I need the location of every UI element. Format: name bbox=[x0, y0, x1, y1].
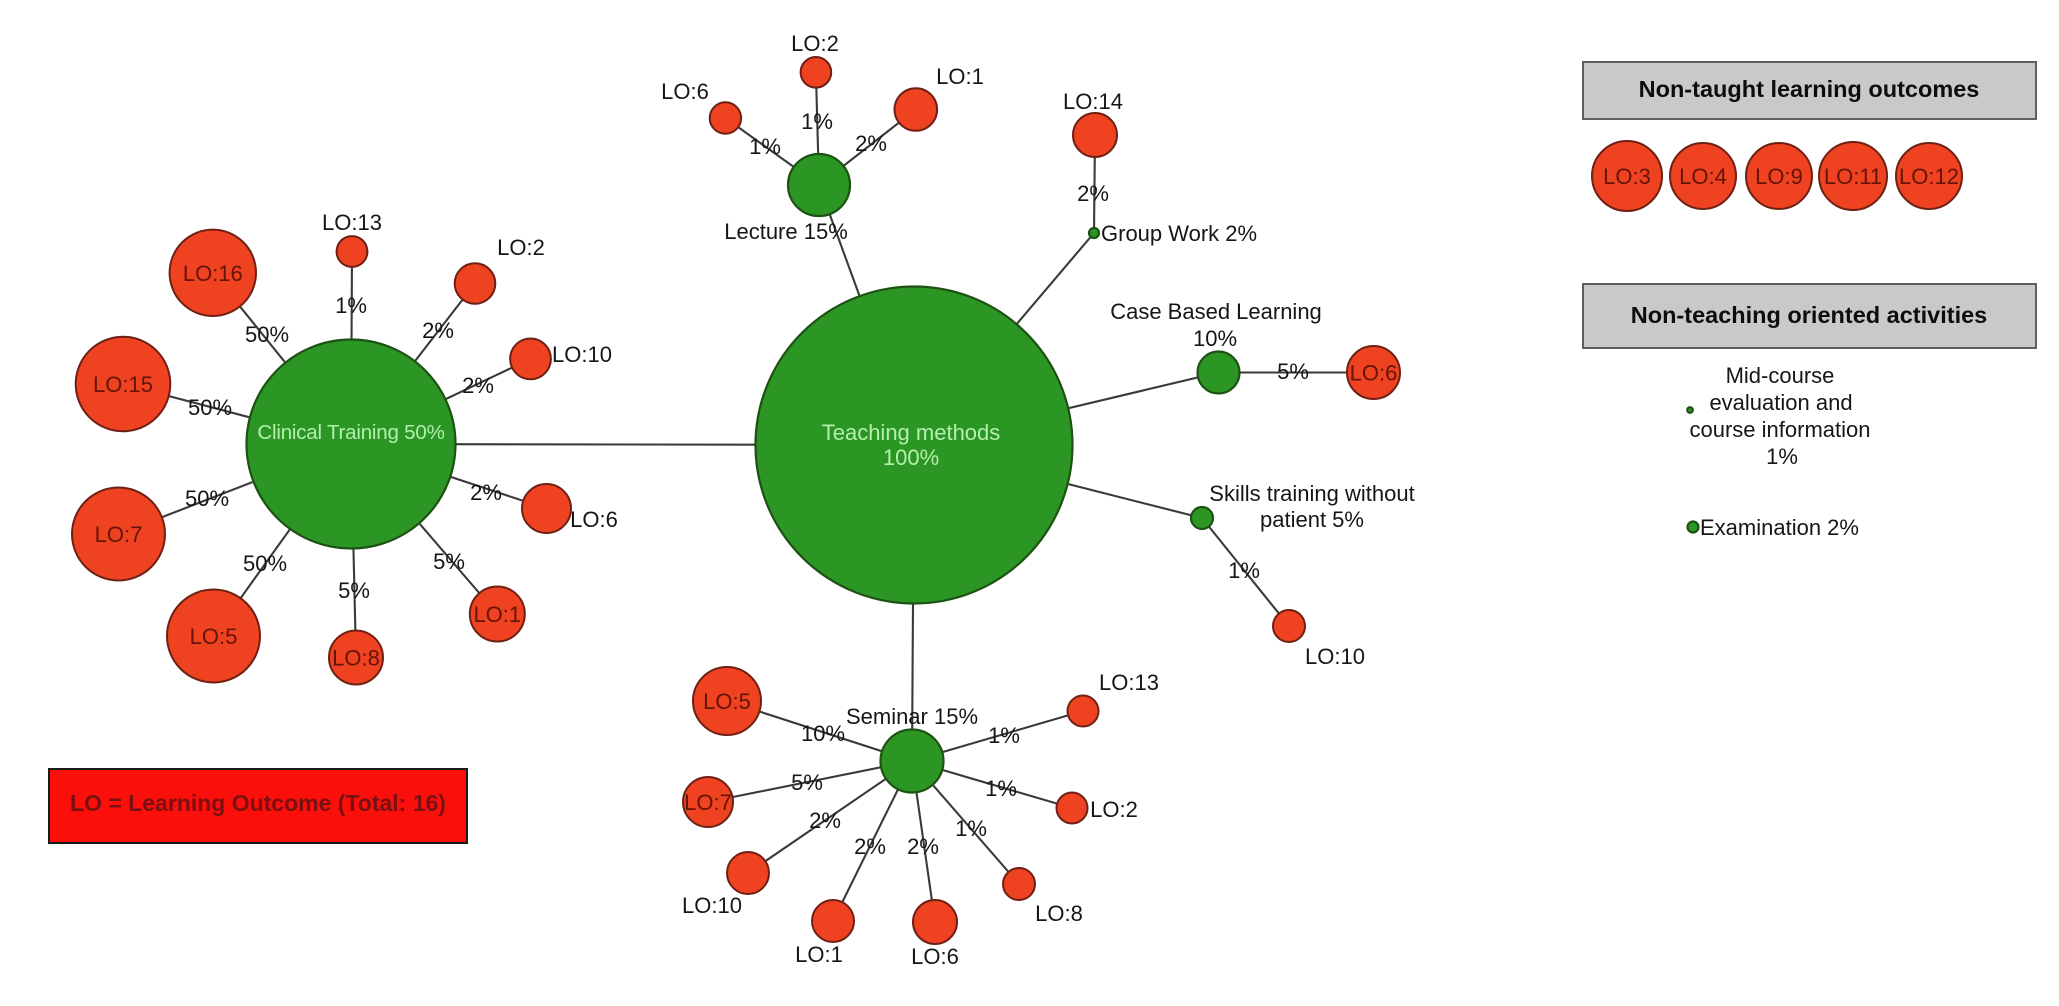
svg-text:1%: 1% bbox=[335, 293, 367, 318]
svg-text:LO:16: LO:16 bbox=[183, 261, 243, 286]
svg-text:1%: 1% bbox=[1228, 558, 1260, 583]
svg-text:Lecture 15%: Lecture 15% bbox=[724, 219, 848, 244]
svg-text:2%: 2% bbox=[1077, 181, 1109, 206]
svg-text:1%: 1% bbox=[801, 109, 833, 134]
svg-text:Group Work 2%: Group Work 2% bbox=[1101, 221, 1257, 246]
svg-text:50%: 50% bbox=[243, 551, 287, 576]
svg-text:LO:1: LO:1 bbox=[795, 942, 843, 967]
svg-text:5%: 5% bbox=[1277, 359, 1309, 384]
svg-text:LO:2: LO:2 bbox=[497, 235, 545, 260]
svg-text:2%: 2% bbox=[907, 834, 939, 859]
svg-text:1%: 1% bbox=[985, 776, 1017, 801]
svg-text:1%: 1% bbox=[955, 816, 987, 841]
svg-text:LO:5: LO:5 bbox=[703, 689, 751, 714]
svg-text:LO:8: LO:8 bbox=[332, 646, 380, 671]
svg-text:LO:6: LO:6 bbox=[1350, 361, 1398, 386]
svg-text:Teaching methods: Teaching methods bbox=[822, 420, 1001, 445]
svg-text:LO:13: LO:13 bbox=[322, 210, 382, 235]
svg-text:Examination 2%: Examination 2% bbox=[1700, 515, 1859, 540]
svg-text:LO:8: LO:8 bbox=[1035, 901, 1083, 926]
svg-text:LO:4: LO:4 bbox=[1679, 164, 1727, 189]
svg-text:50%: 50% bbox=[188, 395, 232, 420]
svg-text:Case Based Learning: Case Based Learning bbox=[1110, 299, 1322, 324]
svg-text:patient 5%: patient 5% bbox=[1260, 507, 1364, 532]
svg-text:LO:2: LO:2 bbox=[791, 31, 839, 56]
svg-text:LO:9: LO:9 bbox=[1755, 164, 1803, 189]
svg-text:5%: 5% bbox=[338, 578, 370, 603]
svg-text:LO:14: LO:14 bbox=[1063, 89, 1123, 114]
svg-text:2%: 2% bbox=[422, 318, 454, 343]
svg-text:Mid-course: Mid-course bbox=[1726, 363, 1835, 388]
svg-text:LO = Learning Outcome (Total:: LO = Learning Outcome (Total: 16) bbox=[70, 790, 446, 816]
svg-text:1%: 1% bbox=[749, 134, 781, 159]
svg-text:2%: 2% bbox=[462, 373, 494, 398]
svg-text:evaluation and: evaluation and bbox=[1709, 390, 1852, 415]
svg-text:LO:3: LO:3 bbox=[1603, 164, 1651, 189]
svg-text:LO:1: LO:1 bbox=[473, 602, 521, 627]
svg-text:50%: 50% bbox=[185, 486, 229, 511]
svg-text:LO:2: LO:2 bbox=[1090, 797, 1138, 822]
svg-text:5%: 5% bbox=[791, 770, 823, 795]
svg-text:Non-taught learning outcomes: Non-taught learning outcomes bbox=[1639, 76, 1980, 102]
svg-text:Non-teaching oriented activiti: Non-teaching oriented activities bbox=[1631, 302, 1987, 328]
svg-text:5%: 5% bbox=[433, 549, 465, 574]
svg-text:LO:5: LO:5 bbox=[190, 624, 238, 649]
svg-text:2%: 2% bbox=[470, 480, 502, 505]
svg-text:2%: 2% bbox=[855, 131, 887, 156]
svg-text:1%: 1% bbox=[1766, 444, 1798, 469]
svg-text:100%: 100% bbox=[883, 445, 939, 470]
svg-text:LO:6: LO:6 bbox=[570, 507, 618, 532]
svg-text:LO:1: LO:1 bbox=[936, 64, 984, 89]
svg-text:10%: 10% bbox=[1193, 326, 1237, 351]
svg-text:LO:6: LO:6 bbox=[661, 79, 709, 104]
svg-text:LO:10: LO:10 bbox=[682, 893, 742, 918]
svg-text:LO:13: LO:13 bbox=[1099, 670, 1159, 695]
svg-text:LO:11: LO:11 bbox=[1824, 164, 1882, 189]
svg-text:LO:12: LO:12 bbox=[1899, 164, 1959, 189]
svg-text:course information: course information bbox=[1690, 417, 1871, 442]
svg-text:LO:15: LO:15 bbox=[93, 372, 153, 397]
svg-text:LO:6: LO:6 bbox=[911, 944, 959, 969]
svg-text:LO:10: LO:10 bbox=[1305, 644, 1365, 669]
svg-text:LO:7: LO:7 bbox=[684, 790, 732, 815]
svg-text:10%: 10% bbox=[801, 721, 845, 746]
svg-text:LO:10: LO:10 bbox=[552, 342, 612, 367]
svg-text:2%: 2% bbox=[809, 808, 841, 833]
svg-text:Skills training without: Skills training without bbox=[1209, 481, 1414, 506]
svg-text:50%: 50% bbox=[245, 322, 289, 347]
svg-text:Seminar 15%: Seminar 15% bbox=[846, 704, 978, 729]
svg-text:Clinical Training 50%: Clinical Training 50% bbox=[257, 421, 444, 444]
svg-text:LO:7: LO:7 bbox=[95, 522, 143, 547]
svg-text:1%: 1% bbox=[988, 723, 1020, 748]
svg-text:2%: 2% bbox=[854, 834, 886, 859]
